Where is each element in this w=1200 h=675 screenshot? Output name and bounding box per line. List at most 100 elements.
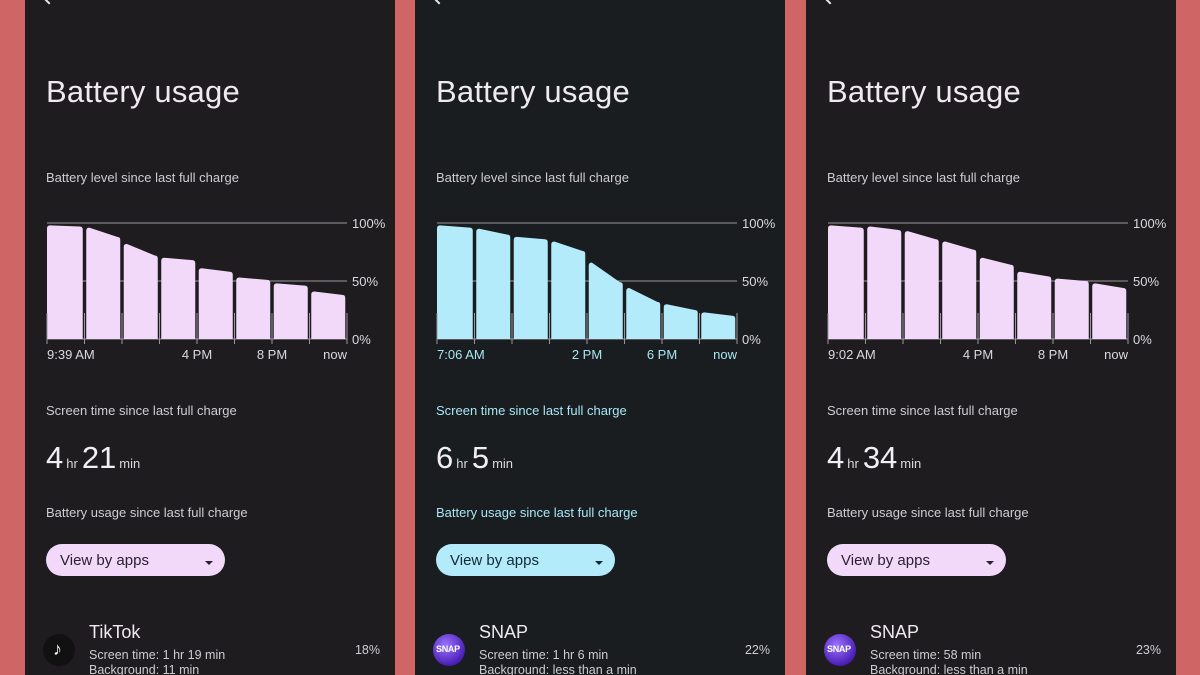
battery-bar xyxy=(476,228,511,339)
x-tick-label: now xyxy=(323,347,347,362)
app-name[interactable]: TikTok xyxy=(89,622,141,642)
x-tick-label: 6 PM xyxy=(647,347,677,362)
app-background-time: Background: less than a min xyxy=(479,663,637,675)
snap-icon[interactable]: SNAP xyxy=(433,634,465,666)
battery-bar xyxy=(663,304,698,339)
dropdown-arrow-icon xyxy=(205,561,213,565)
battery-level-label: Battery level since last full charge xyxy=(827,170,1020,185)
phone-screen-2: Battery usage Battery level since last f… xyxy=(415,0,785,675)
y-tick-label: 50% xyxy=(742,274,768,289)
dropdown-label: View by apps xyxy=(60,552,149,569)
x-tick-label: 8 PM xyxy=(1038,347,1068,362)
x-tick-label: 8 PM xyxy=(257,347,287,362)
back-arrow-icon[interactable] xyxy=(821,0,839,5)
page-title: Battery usage xyxy=(46,74,240,109)
battery-level-label: Battery level since last full charge xyxy=(436,170,629,185)
screen-time-hours: 6 xyxy=(436,440,454,475)
battery-bar xyxy=(1092,283,1127,339)
screen-time-hours: 4 xyxy=(827,440,845,475)
screen-time-value: 4 hr 34 min xyxy=(827,440,925,476)
app-background-time: Background: 11 min xyxy=(89,663,200,675)
battery-bar xyxy=(86,227,121,339)
back-arrow-icon[interactable] xyxy=(430,0,448,5)
battery-level-chart: 100% 50% 0% 7:06 AM 2 PM 6 PM now xyxy=(436,216,776,362)
screen-time-minutes: 34 xyxy=(862,440,898,475)
minutes-unit: min xyxy=(119,456,141,471)
x-tick-label: 2 PM xyxy=(572,347,602,362)
hours-unit: hr xyxy=(66,456,78,471)
battery-bar xyxy=(47,225,83,339)
battery-bar xyxy=(701,312,736,339)
battery-bar xyxy=(626,287,661,339)
app-usage-percent: 23% xyxy=(1135,643,1161,657)
battery-bar xyxy=(904,231,939,339)
battery-bar xyxy=(1054,278,1089,339)
battery-bar xyxy=(198,268,233,339)
y-tick-label: 50% xyxy=(1133,274,1159,289)
x-tick-label: now xyxy=(1104,347,1128,362)
tiktok-icon[interactable]: ♪ xyxy=(43,634,75,666)
view-by-dropdown[interactable]: View by apps xyxy=(436,544,615,576)
app-usage-percent: 22% xyxy=(744,643,770,657)
y-tick-label: 50% xyxy=(352,274,378,289)
battery-bar xyxy=(161,257,196,339)
battery-bar xyxy=(979,257,1014,339)
battery-bar xyxy=(942,241,977,339)
phone-screen-1: Battery usage Battery level since last f… xyxy=(25,0,395,675)
back-arrow-icon[interactable] xyxy=(40,0,58,5)
y-tick-label: 100% xyxy=(1133,216,1167,231)
y-tick-label: 100% xyxy=(742,216,776,231)
x-tick-label: 9:02 AM xyxy=(828,347,876,362)
view-by-dropdown[interactable]: View by apps xyxy=(827,544,1006,576)
phone-screen-3: Battery usage Battery level since last f… xyxy=(806,0,1176,675)
app-name[interactable]: SNAP xyxy=(479,622,529,642)
battery-bar xyxy=(551,241,586,339)
x-tick-label: now xyxy=(713,347,737,362)
y-tick-label: 0% xyxy=(352,332,371,347)
hours-unit: hr xyxy=(456,456,468,471)
dropdown-label: View by apps xyxy=(450,552,539,569)
hours-unit: hr xyxy=(847,456,859,471)
x-tick-label: 9:39 AM xyxy=(47,347,95,362)
screen-time-minutes: 5 xyxy=(471,440,490,475)
battery-usage-label: Battery usage since last full charge xyxy=(436,505,638,520)
screen-time-hours: 4 xyxy=(46,440,64,475)
battery-level-chart: 100% 50% 0% 9:02 AM 4 PM 8 PM now xyxy=(827,216,1167,362)
view-by-dropdown[interactable]: View by apps xyxy=(46,544,225,576)
screen-time-value: 4 hr 21 min xyxy=(46,440,144,476)
app-usage-percent: 18% xyxy=(354,643,380,657)
battery-usage-label: Battery usage since last full charge xyxy=(46,505,248,520)
battery-level-label: Battery level since last full charge xyxy=(46,170,239,185)
snap-icon[interactable]: SNAP xyxy=(824,634,856,666)
battery-level-chart: 100% 50% 0% 9:39 AM 4 PM 8 PM now xyxy=(46,216,386,362)
dropdown-arrow-icon xyxy=(986,561,994,565)
battery-bar xyxy=(123,243,158,339)
page-title: Battery usage xyxy=(436,74,630,109)
battery-bar xyxy=(867,226,902,339)
screen-time-label: Screen time since last full charge xyxy=(436,403,627,418)
dropdown-label: View by apps xyxy=(841,552,930,569)
battery-bar xyxy=(236,277,271,339)
battery-bar xyxy=(588,262,623,339)
screen-time-minutes: 21 xyxy=(81,440,117,475)
dropdown-arrow-icon xyxy=(595,561,603,565)
battery-bar xyxy=(513,236,548,339)
app-screen-time: Screen time: 58 min xyxy=(870,648,982,662)
y-tick-label: 100% xyxy=(352,216,386,231)
battery-usage-label: Battery usage since last full charge xyxy=(827,505,1029,520)
x-tick-label: 4 PM xyxy=(963,347,993,362)
battery-bar xyxy=(311,291,346,339)
page-title: Battery usage xyxy=(827,74,1021,109)
app-name[interactable]: SNAP xyxy=(870,622,920,642)
battery-bar xyxy=(828,225,864,339)
x-tick-label: 4 PM xyxy=(182,347,212,362)
battery-bar xyxy=(273,283,308,339)
battery-bar xyxy=(437,225,473,339)
minutes-unit: min xyxy=(900,456,922,471)
screen-time-label: Screen time since last full charge xyxy=(46,403,237,418)
y-tick-label: 0% xyxy=(742,332,761,347)
minutes-unit: min xyxy=(492,456,514,471)
screen-time-value: 6 hr 5 min xyxy=(436,440,517,476)
app-screen-time: Screen time: 1 hr 6 min xyxy=(479,648,609,662)
x-tick-label: 7:06 AM xyxy=(437,347,485,362)
